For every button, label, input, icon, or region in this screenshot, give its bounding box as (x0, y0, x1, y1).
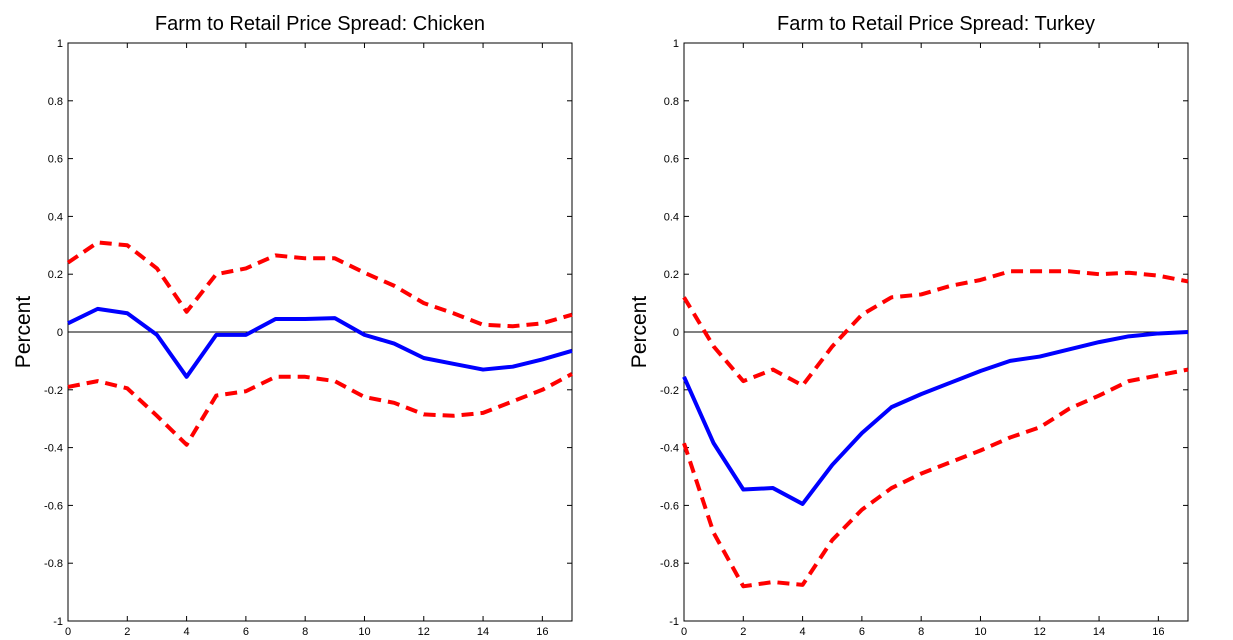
x-tick-label: 16 (536, 626, 548, 638)
chart-panel-chicken: Farm to Retail Price Spread: Chicken Perc… (0, 0, 600, 640)
chart-title: Farm to Retail Price Spread: Turkey (777, 13, 1095, 35)
x-tick-label: 8 (302, 626, 308, 638)
y-tick-label: 0.6 (664, 154, 679, 166)
y-tick-label: -0.6 (44, 500, 63, 512)
series-line-upper-band (66, 240, 573, 329)
series-line-estimate (682, 330, 1189, 506)
y-tick-label: 0.8 (664, 96, 679, 108)
x-tick-label: 10 (358, 626, 370, 638)
x-tick-label: 0 (681, 626, 687, 638)
y-tick-label: -1 (53, 616, 63, 628)
y-tick-label: -0.2 (660, 385, 679, 397)
y-tick-label: 0.2 (48, 269, 63, 281)
turkey-spread-chart: Farm to Retail Price Spread: Turkey Perce… (628, 13, 1189, 638)
x-tick-label: 6 (859, 626, 865, 638)
y-tick-label: -1 (669, 616, 679, 628)
chart-panel-turkey: Farm to Retail Price Spread: Turkey Perce… (616, 0, 1216, 640)
x-tick-label: 10 (974, 626, 986, 638)
chart-title: Farm to Retail Price Spread: Chicken (155, 13, 485, 35)
y-tick-label: -0.4 (660, 443, 679, 455)
y-axis-label: Percent (12, 296, 35, 369)
series-line-lower-band (67, 372, 573, 447)
x-tick-label: 12 (418, 626, 430, 638)
y-tick-label: 0 (57, 327, 63, 339)
x-tick-label: 14 (477, 626, 489, 638)
y-tick-label: 0.6 (48, 154, 63, 166)
y-tick-label: -0.6 (660, 500, 679, 512)
y-tick-label: -0.8 (660, 558, 679, 570)
series-line-upper-band (682, 269, 1189, 388)
y-tick-label: 0.4 (48, 211, 63, 223)
x-tick-label: 2 (124, 626, 130, 638)
y-axis-label: Percent (628, 296, 651, 369)
chicken-spread-chart: Farm to Retail Price Spread: Chicken Perc… (12, 13, 573, 638)
x-tick-label: 8 (918, 626, 924, 638)
x-tick-label: 16 (1152, 626, 1164, 638)
y-tick-label: 0.8 (48, 96, 63, 108)
x-tick-label: 0 (65, 626, 71, 638)
x-tick-label: 2 (740, 626, 746, 638)
y-tick-label: 1 (673, 38, 679, 50)
x-tick-label: 12 (1034, 626, 1046, 638)
x-tick-label: 4 (800, 626, 806, 638)
y-tick-label: 0 (673, 327, 679, 339)
y-tick-label: 0.2 (664, 269, 679, 281)
y-tick-label: -0.2 (44, 385, 63, 397)
series-line-lower-band (682, 367, 1189, 589)
y-tick-label: -0.4 (44, 443, 63, 455)
series-line-estimate (67, 306, 573, 379)
x-tick-label: 6 (243, 626, 249, 638)
x-tick-label: 14 (1093, 626, 1105, 638)
y-tick-label: 1 (57, 38, 63, 50)
x-tick-label: 4 (184, 626, 190, 638)
y-tick-label: -0.8 (44, 558, 63, 570)
y-tick-label: 0.4 (664, 211, 679, 223)
